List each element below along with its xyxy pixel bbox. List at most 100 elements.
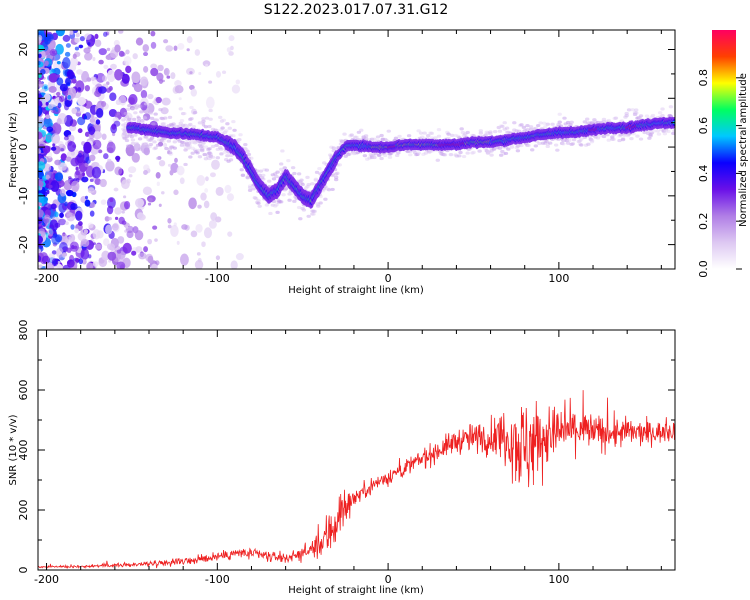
spectral-noise-blob: [131, 250, 137, 256]
spectral-halo: [246, 152, 252, 157]
spectral-halo: [372, 137, 377, 141]
spectral-halo: [638, 137, 644, 141]
spectral-halo: [562, 116, 567, 120]
spectral-halo: [158, 107, 163, 112]
colorbar-label: Normalized spectral amplitude: [738, 73, 749, 227]
spectral-halo: [585, 117, 590, 121]
spectral-noise-blob: [38, 44, 45, 52]
spectral-noise-blob: [105, 224, 113, 235]
spectral-halo: [163, 116, 168, 120]
spectral-noise-blob: [65, 43, 71, 48]
spectral-noise-blob: [196, 174, 206, 186]
spectral-noise-blob: [134, 230, 144, 241]
spectral-noise-blob: [38, 202, 42, 207]
spectral-halo: [306, 214, 311, 218]
spectral-halo: [638, 114, 644, 118]
spectral-noise-blob: [92, 229, 101, 240]
spectral-halo: [247, 185, 253, 190]
spectral-noise-blob: [67, 141, 77, 152]
spectral-noise-blob: [45, 101, 49, 106]
spectral-halo: [232, 128, 237, 132]
spectral-noise-blob: [75, 170, 80, 176]
spectral-noise-blob: [71, 107, 77, 115]
spectral-noise-blob: [66, 259, 75, 268]
spectral-halo: [442, 153, 448, 157]
spectral-halo: [124, 115, 130, 119]
spectral-halo: [180, 140, 186, 145]
spectral-halo: [143, 141, 149, 146]
spectral-noise-blob: [200, 192, 207, 201]
spectral-noise-blob: [118, 30, 124, 34]
spectral-halo: [197, 121, 203, 125]
spectral-noise-blob: [116, 261, 126, 269]
spectral-noise-blob: [167, 224, 172, 229]
spectral-halo: [231, 134, 236, 138]
spectral-halo: [159, 138, 164, 143]
spectral-noise-blob: [154, 238, 158, 242]
spectral-halo: [629, 137, 634, 141]
spectral-halo: [155, 156, 161, 160]
spectral-halo: [283, 187, 289, 191]
spectral-halo: [124, 138, 130, 143]
spectral-halo: [650, 113, 656, 118]
spectral-noise-blob: [38, 248, 42, 254]
spectral-halo: [458, 150, 463, 155]
spectral-halo: [253, 196, 259, 201]
spectral-noise-blob: [75, 166, 79, 171]
spectral-noise-blob: [142, 186, 153, 196]
snr-x-axis-label: Height of straight line (km): [288, 585, 424, 596]
spectral-halo: [541, 121, 547, 125]
spectral-noise-blob: [74, 258, 80, 263]
spectral-noise-blob: [89, 117, 96, 123]
spectral-halo: [598, 134, 603, 138]
spectral-halo: [214, 143, 219, 147]
y-tick-label: 600: [17, 380, 30, 401]
spectral-halo: [143, 102, 149, 106]
spectral-noise-blob: [113, 120, 121, 127]
spectral-noise-blob: [83, 229, 89, 235]
spectral-noise-blob: [45, 262, 55, 269]
spectral-halo: [570, 142, 576, 146]
spectral-noise-blob: [135, 37, 144, 46]
spectral-halo: [271, 199, 277, 204]
spectral-noise-blob: [43, 214, 51, 225]
spectral-noise-blob: [38, 180, 44, 188]
spectral-noise-blob: [48, 73, 58, 83]
spectral-noise-blob: [163, 39, 169, 44]
spectral-noise-blob: [215, 255, 221, 261]
spectral-halo: [121, 118, 126, 122]
spectral-noise-blob: [166, 75, 171, 79]
spectral-noise-blob: [156, 181, 160, 187]
spectral-noise-blob: [107, 251, 117, 261]
spectral-halo: [316, 204, 321, 208]
spectral-noise-blob: [118, 95, 127, 106]
spectral-noise-blob: [38, 53, 42, 58]
spectral-halo: [134, 106, 139, 110]
spectral-noise-blob: [38, 215, 43, 224]
spectral-noise-blob: [125, 65, 132, 74]
spectral-noise-blob: [114, 68, 123, 81]
spectral-halo: [611, 137, 616, 141]
spectral-halo: [300, 182, 305, 187]
spectral-noise-blob: [50, 146, 57, 151]
spectral-noise-blob: [43, 117, 53, 128]
spectral-noise-blob: [92, 261, 99, 267]
spectral-halo: [225, 122, 230, 126]
spectral-noise-blob: [142, 44, 150, 53]
spectral-noise-blob: [100, 199, 107, 205]
spectral-halo: [239, 168, 244, 172]
spectral-halo: [567, 138, 572, 142]
spectral-noise-blob: [128, 94, 138, 105]
spectral-halo: [264, 168, 270, 172]
spectral-noise-blob: [117, 236, 125, 244]
spectral-noise-blob: [84, 131, 90, 137]
spectral-noise-blob: [94, 243, 102, 250]
spectral-halo: [671, 131, 675, 136]
spectral-halo: [457, 154, 462, 158]
spectral-noise-blob: [208, 80, 213, 84]
snr-y-axis-label: SNR (10 * v/v): [8, 414, 19, 485]
spectral-halo: [180, 123, 186, 127]
spectral-halo: [203, 157, 209, 161]
spectral-halo: [382, 153, 388, 158]
spectral-noise-blob: [69, 57, 79, 67]
